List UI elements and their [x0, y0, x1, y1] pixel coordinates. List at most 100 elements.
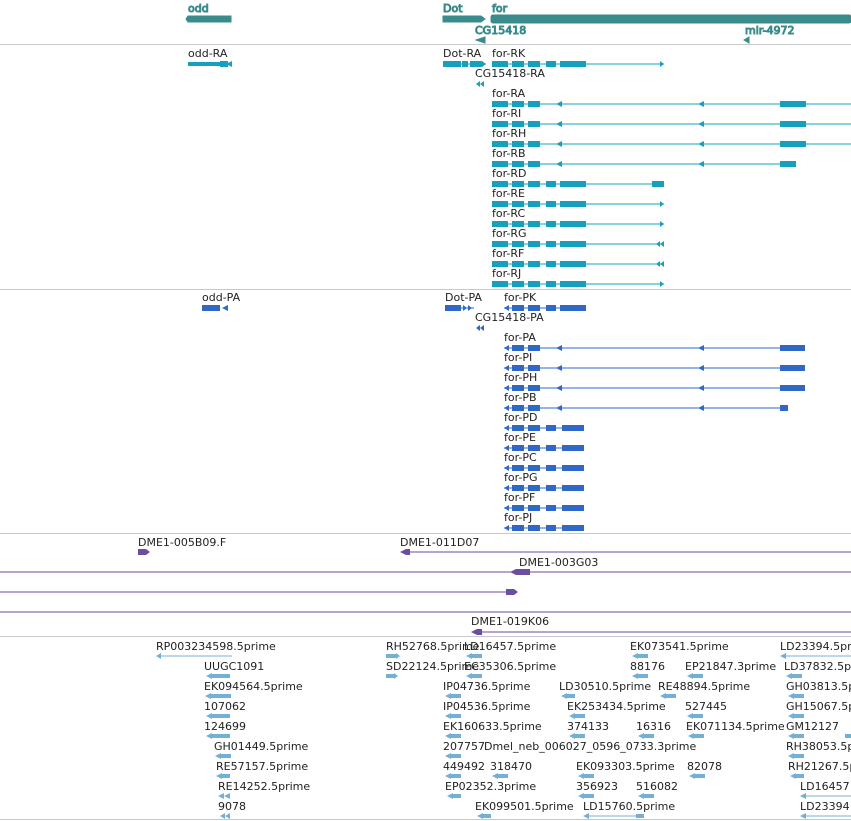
est-feature[interactable] [578, 793, 594, 799]
est-label: EP21847.3prime [685, 660, 776, 673]
gene-feature[interactable] [474, 36, 486, 44]
est-label: 374133 [567, 720, 609, 733]
transcript-feature[interactable] [492, 161, 796, 167]
protein-feature[interactable] [504, 405, 788, 411]
est-feature[interactable] [689, 773, 705, 779]
clone-feature[interactable] [471, 629, 851, 635]
clone-feature[interactable] [138, 549, 150, 555]
transcript-label: for-RA [492, 87, 526, 100]
est-feature[interactable] [583, 813, 644, 819]
est-feature[interactable] [466, 653, 482, 659]
est-feature[interactable] [569, 733, 585, 739]
transcript-feature[interactable] [476, 81, 484, 87]
protein-feature[interactable] [504, 425, 584, 431]
clone-label: DME1-011D07 [400, 536, 479, 549]
genes-track: odd Dot for CG15418 mir-4972 [185, 2, 851, 44]
est-feature[interactable] [218, 793, 230, 799]
clone-feature[interactable] [400, 549, 851, 555]
gene-feature[interactable] [185, 15, 232, 23]
est-label: UUGC1091 [204, 660, 264, 673]
est-feature[interactable] [638, 733, 654, 739]
est-feature[interactable] [445, 773, 461, 779]
est-feature[interactable] [206, 673, 230, 679]
protein-feature[interactable] [445, 305, 474, 311]
protein-label: for-PH [504, 371, 537, 384]
est-feature[interactable] [687, 673, 703, 679]
est-feature[interactable] [780, 653, 851, 659]
est-feature[interactable] [561, 693, 575, 699]
est-feature[interactable] [447, 793, 461, 799]
est-feature[interactable] [660, 693, 676, 699]
protein-label: for-PF [504, 491, 535, 504]
est-feature[interactable] [466, 673, 482, 679]
est-feature[interactable] [569, 713, 585, 719]
est-feature[interactable] [205, 693, 231, 699]
protein-feature[interactable] [504, 465, 584, 471]
transcript-feature[interactable] [492, 281, 664, 287]
est-feature[interactable] [445, 753, 461, 759]
transcript-feature[interactable] [492, 201, 664, 207]
est-feature[interactable] [445, 693, 461, 699]
est-feature[interactable] [638, 793, 654, 799]
est-feature[interactable] [156, 653, 232, 659]
protein-feature[interactable] [504, 485, 584, 491]
transcript-feature[interactable] [492, 61, 664, 67]
est-feature[interactable] [688, 733, 704, 739]
est-feature[interactable] [215, 753, 231, 759]
transcript-feature[interactable] [492, 121, 851, 127]
protein-feature[interactable] [504, 505, 584, 511]
est-feature[interactable] [788, 713, 804, 719]
est-feature[interactable] [800, 793, 851, 799]
est-label: RH38053.5prime [786, 740, 851, 753]
transcript-label: for-RJ [492, 267, 521, 280]
protein-feature[interactable] [504, 385, 805, 391]
transcript-feature[interactable] [492, 221, 664, 227]
transcript-feature[interactable] [492, 101, 851, 107]
protein-label: for-PA [504, 331, 536, 344]
est-feature[interactable] [632, 653, 648, 659]
transcript-label: for-RF [492, 247, 524, 260]
est-feature[interactable] [788, 733, 851, 739]
est-feature[interactable] [786, 673, 802, 679]
protein-feature[interactable] [476, 325, 484, 331]
est-feature[interactable] [632, 673, 648, 679]
transcript-feature[interactable] [443, 61, 486, 67]
transcript-feature[interactable] [492, 261, 664, 267]
est-feature[interactable] [477, 813, 491, 819]
protein-feature[interactable] [504, 445, 584, 451]
transcript-label: for-RB [492, 147, 526, 160]
clone-feature[interactable] [0, 589, 518, 595]
est-feature[interactable] [386, 653, 400, 659]
transcript-feature[interactable] [188, 61, 232, 67]
est-feature[interactable] [788, 753, 804, 759]
protein-feature[interactable] [202, 305, 228, 311]
est-feature[interactable] [206, 733, 230, 739]
transcript-feature[interactable] [492, 141, 851, 147]
protein-feature[interactable] [504, 365, 805, 371]
est-feature[interactable] [445, 713, 461, 719]
est-feature[interactable] [386, 673, 398, 679]
est-feature[interactable] [492, 773, 508, 779]
protein-feature[interactable] [504, 345, 805, 351]
est-feature[interactable] [445, 733, 461, 739]
gene-feature[interactable] [442, 15, 486, 23]
est-feature[interactable] [206, 713, 230, 719]
est-feature[interactable] [216, 773, 230, 779]
est-feature[interactable] [790, 773, 804, 779]
protein-feature[interactable] [504, 305, 586, 311]
est-feature[interactable] [800, 813, 851, 819]
protein-feature[interactable] [504, 525, 584, 531]
est-feature[interactable] [578, 773, 594, 779]
est-feature[interactable] [687, 713, 703, 719]
gene-feature[interactable] [743, 36, 750, 44]
transcript-feature[interactable] [492, 241, 664, 247]
gene-feature[interactable] [490, 14, 851, 24]
est-label: 82078 [687, 760, 722, 773]
est-label: 124699 [204, 720, 246, 733]
est-feature[interactable] [220, 813, 230, 819]
clone-feature[interactable] [0, 569, 851, 575]
transcript-feature[interactable] [492, 181, 664, 187]
est-label: LD23394 [800, 800, 850, 813]
est-feature[interactable] [788, 693, 804, 699]
